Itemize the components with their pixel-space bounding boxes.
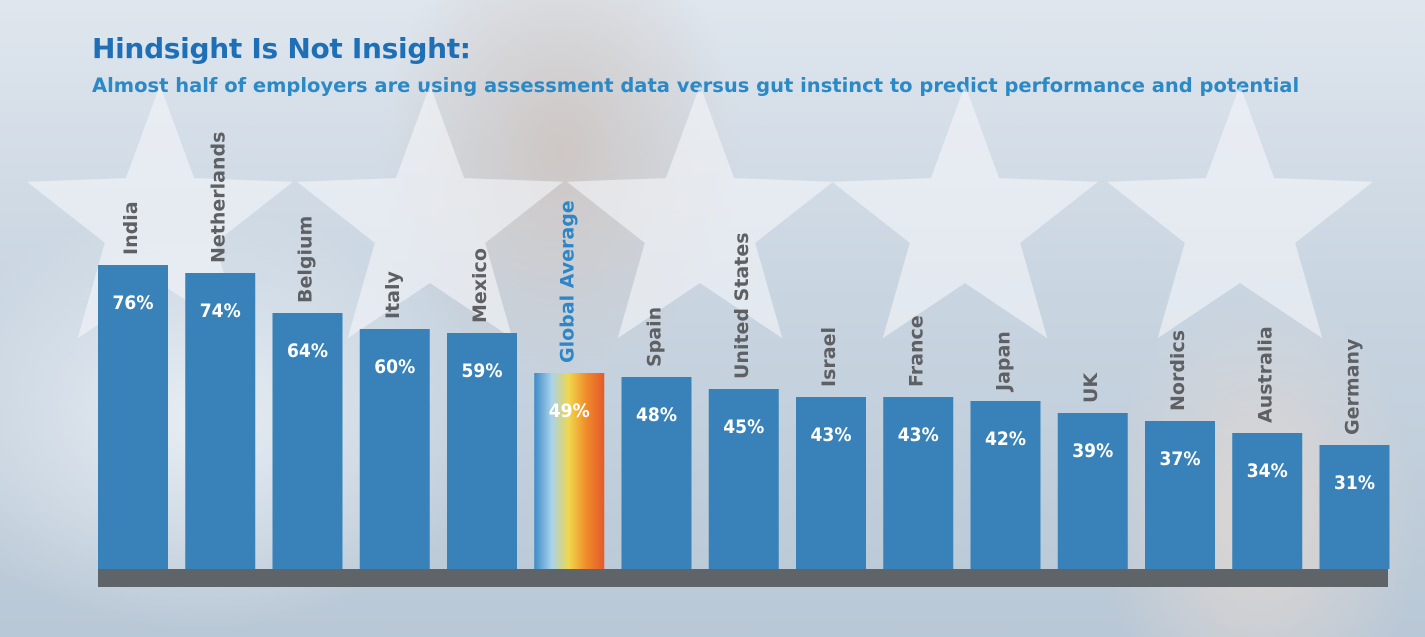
- bar-mexico: [447, 333, 517, 569]
- value-label-belgium: 64%: [287, 340, 328, 362]
- category-label-netherlands: Netherlands: [207, 132, 229, 263]
- value-label-uk: 39%: [1072, 440, 1113, 462]
- bar-france: [883, 397, 954, 569]
- value-label-australia: 34%: [1247, 460, 1288, 482]
- category-label-united-states: United States: [731, 232, 753, 379]
- chart-subtitle: Almost half of employers are using asses…: [92, 74, 1300, 97]
- bar-belgium: [272, 313, 343, 569]
- value-label-germany: 31%: [1334, 472, 1375, 494]
- value-label-france: 43%: [898, 424, 939, 446]
- value-label-italy: 60%: [374, 356, 415, 378]
- category-label-belgium: Belgium: [295, 216, 317, 303]
- bar-united-states: [708, 389, 779, 569]
- star-shape: [296, 85, 564, 339]
- star-shape: [1106, 85, 1374, 339]
- bars-group: [98, 265, 1390, 587]
- value-label-spain: 48%: [636, 404, 677, 426]
- category-label-japan: Japan: [993, 331, 1015, 393]
- value-label-global-average: 49%: [549, 400, 590, 422]
- category-label-spain: Spain: [644, 307, 666, 367]
- star-shape: [566, 85, 834, 339]
- value-label-united-states: 45%: [723, 416, 764, 438]
- bar-germany: [1319, 445, 1390, 569]
- bar-spain: [621, 377, 692, 569]
- value-label-mexico: 59%: [462, 360, 503, 382]
- category-label-israel: Israel: [818, 327, 840, 387]
- value-label-netherlands: 74%: [200, 300, 241, 322]
- value-label-india: 76%: [113, 292, 154, 314]
- bar-australia: [1232, 433, 1303, 569]
- bar-uk: [1057, 413, 1128, 569]
- value-label-israel: 43%: [811, 424, 852, 446]
- value-labels-group: 76% 74% 64% 60% 59% 49% 48% 45% 43% 43% 42% 39% 37% 3…: [113, 292, 1375, 494]
- star-shape: [831, 85, 1099, 339]
- category-label-global-average: Global Average: [556, 200, 578, 363]
- bar-italy: [359, 329, 430, 569]
- bar-israel: [796, 397, 866, 569]
- category-label-mexico: Mexico: [469, 248, 491, 323]
- category-labels-group: India Netherlands Belgium Italy Mexico Global…: [120, 132, 1364, 435]
- baseline-bar: [98, 569, 1388, 587]
- value-label-japan: 42%: [985, 428, 1026, 450]
- bar-global-average: [534, 373, 605, 569]
- category-label-nordics: Nordics: [1167, 330, 1189, 411]
- bar-nordics: [1145, 421, 1215, 569]
- bar-netherlands: [185, 273, 256, 569]
- bar-japan: [970, 401, 1041, 569]
- category-label-australia: Australia: [1254, 326, 1276, 423]
- category-label-india: India: [120, 201, 142, 255]
- category-label-italy: Italy: [382, 271, 404, 319]
- decorative-stars: [26, 85, 1374, 339]
- category-label-germany: Germany: [1342, 338, 1364, 435]
- bar-india: [98, 265, 168, 569]
- star-shape: [26, 85, 294, 339]
- chart-title: Hindsight Is Not Insight:: [92, 32, 471, 65]
- category-label-uk: UK: [1080, 372, 1102, 403]
- category-label-france: France: [905, 315, 927, 387]
- value-label-nordics: 37%: [1160, 448, 1201, 470]
